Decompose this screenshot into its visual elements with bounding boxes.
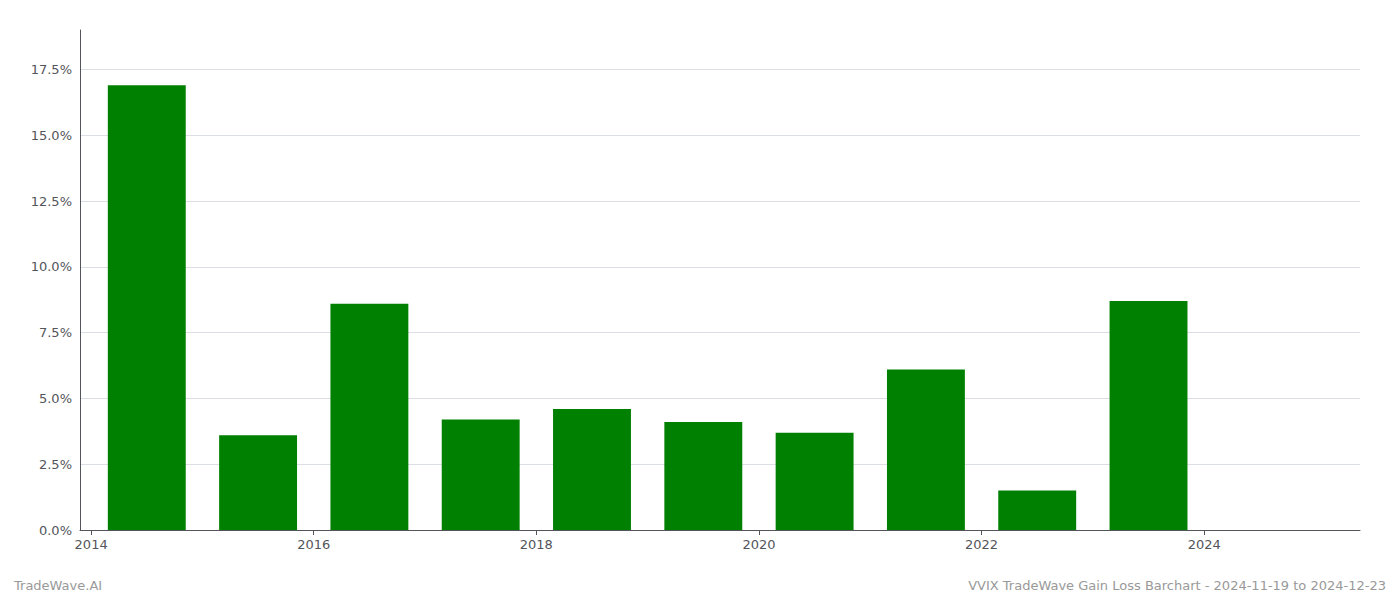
svg-text:2016: 2016 bbox=[297, 537, 330, 552]
svg-text:VVIX TradeWave Gain Loss Barch: VVIX TradeWave Gain Loss Barchart - 2024… bbox=[968, 578, 1386, 593]
svg-text:TradeWave.AI: TradeWave.AI bbox=[13, 578, 102, 593]
svg-text:2024: 2024 bbox=[1188, 537, 1221, 552]
svg-text:7.5%: 7.5% bbox=[39, 325, 72, 340]
svg-text:10.0%: 10.0% bbox=[31, 259, 72, 274]
svg-text:2020: 2020 bbox=[742, 537, 775, 552]
svg-text:2022: 2022 bbox=[965, 537, 998, 552]
svg-text:0.0%: 0.0% bbox=[39, 523, 72, 538]
svg-text:2018: 2018 bbox=[520, 537, 553, 552]
svg-text:2014: 2014 bbox=[75, 537, 108, 552]
svg-text:2.5%: 2.5% bbox=[39, 457, 72, 472]
svg-text:17.5%: 17.5% bbox=[31, 62, 72, 77]
svg-text:15.0%: 15.0% bbox=[31, 128, 72, 143]
svg-text:5.0%: 5.0% bbox=[39, 391, 72, 406]
svg-text:12.5%: 12.5% bbox=[31, 194, 72, 209]
